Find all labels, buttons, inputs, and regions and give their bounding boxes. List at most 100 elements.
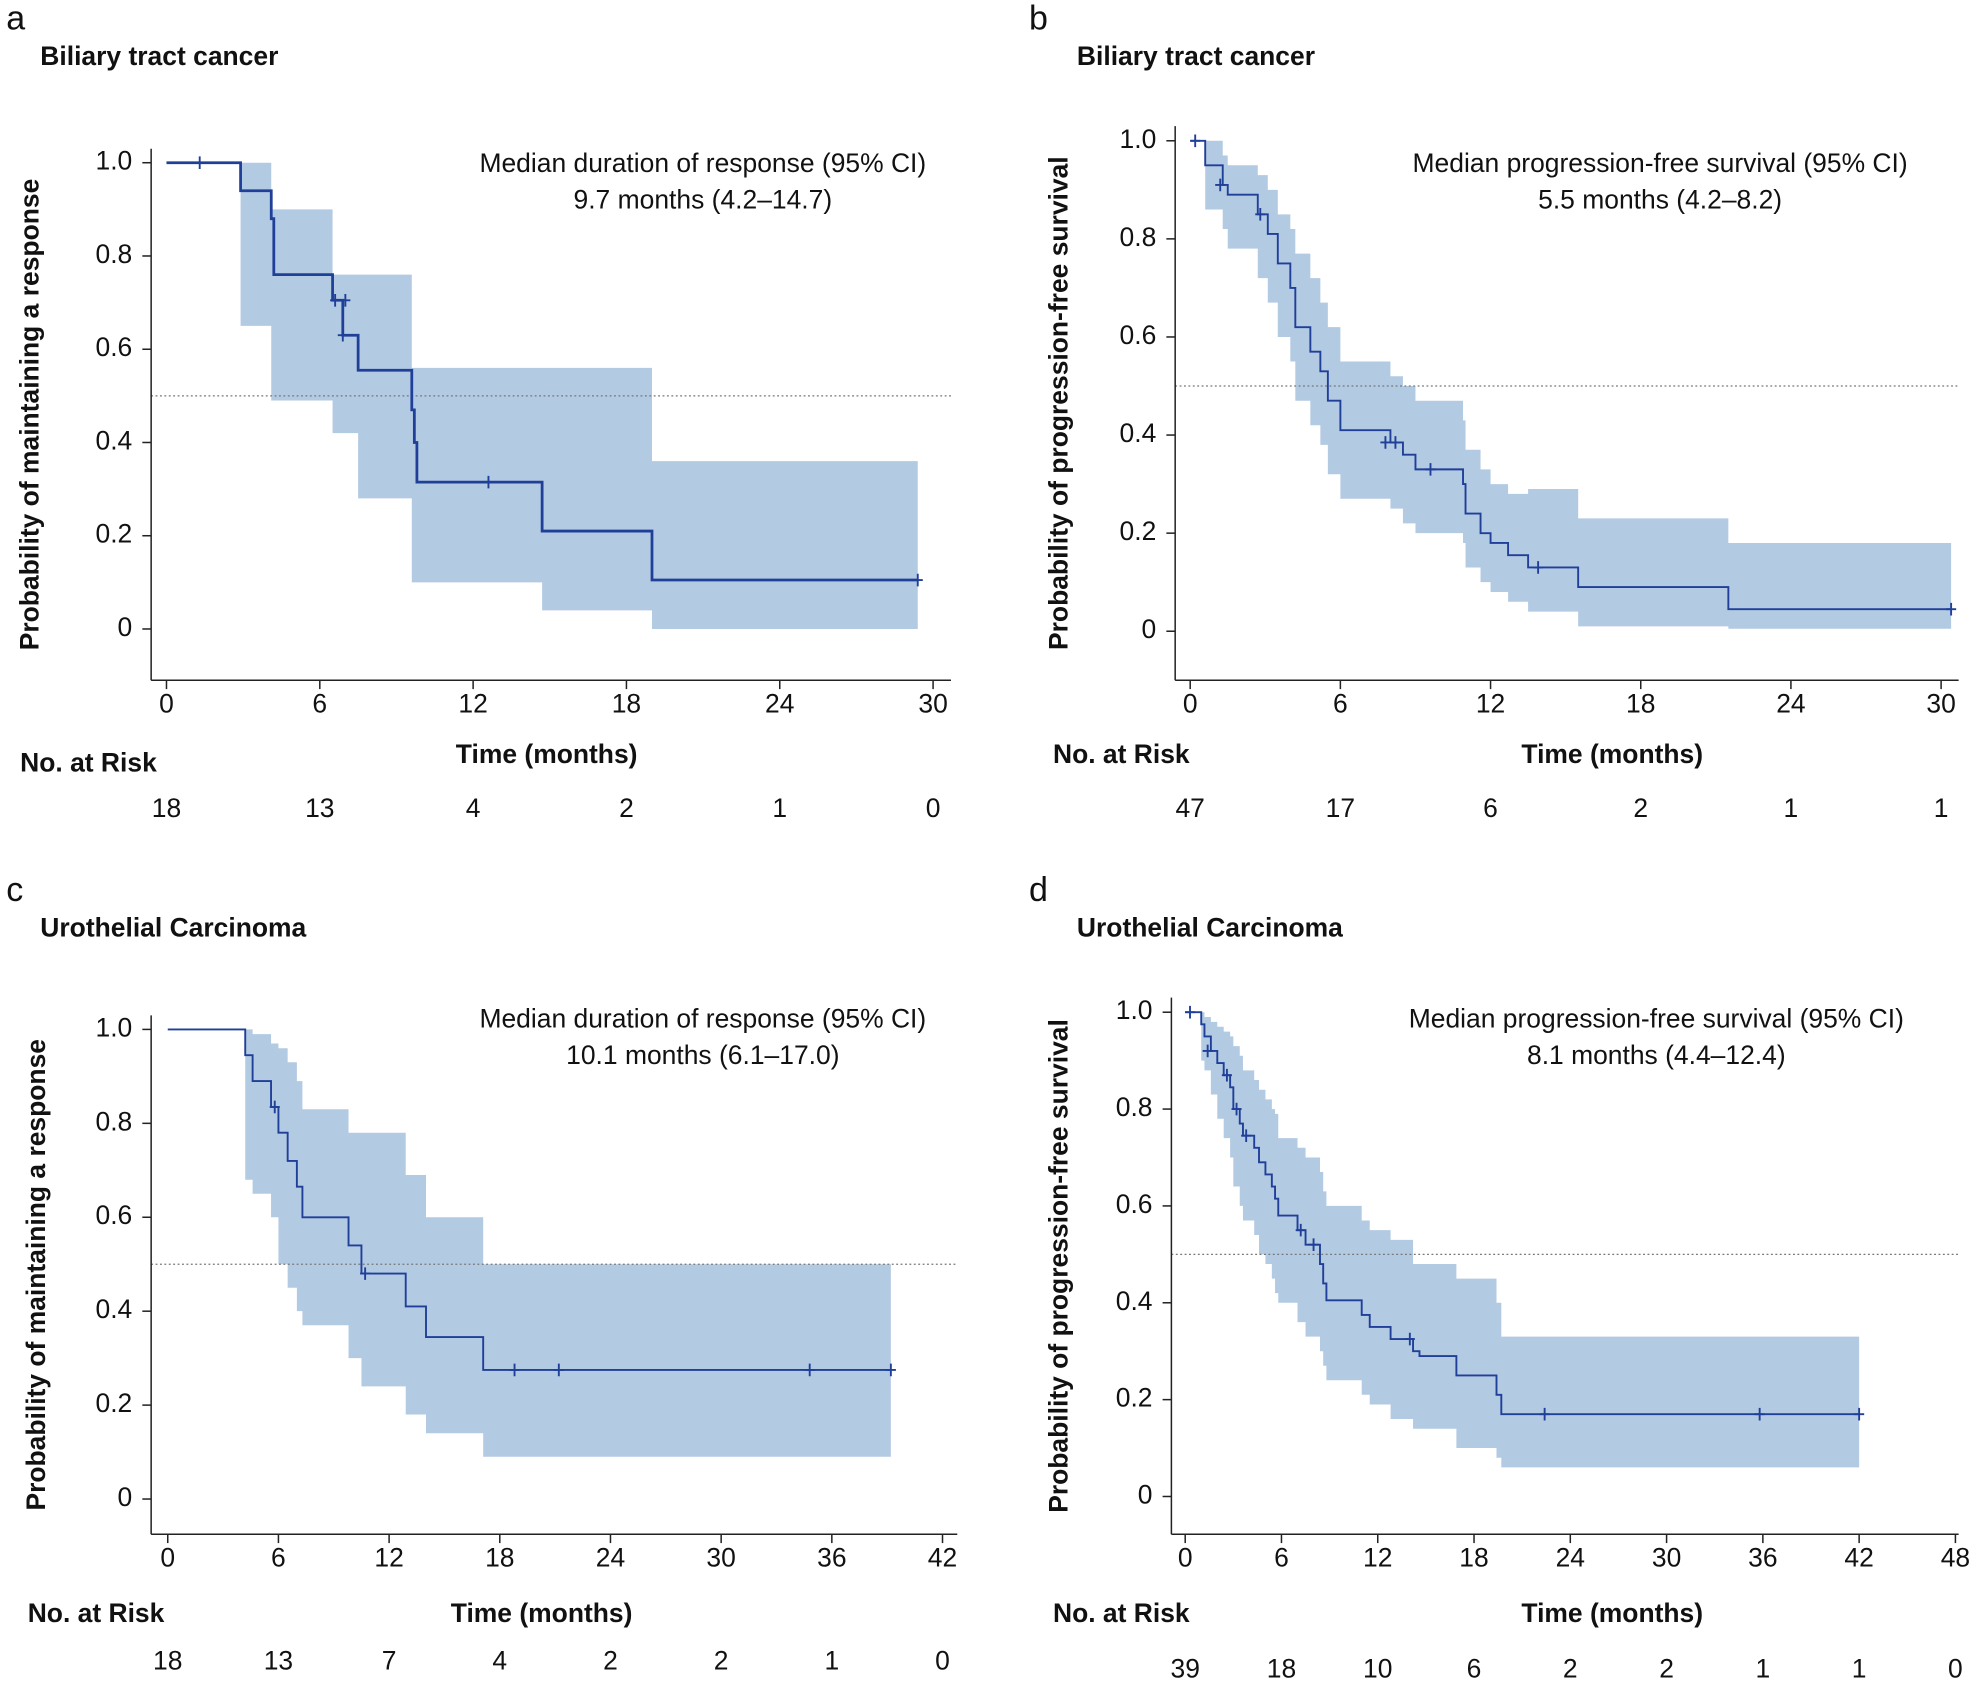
- censor-mark: [1231, 1102, 1242, 1116]
- at-risk-count: 1: [1756, 1653, 1771, 1683]
- y-tick-label: 0.6: [95, 1200, 132, 1230]
- annotation: Median duration of response (95% CI): [479, 1003, 926, 1033]
- panel-label: b: [1029, 0, 1048, 37]
- censor-mark: [194, 156, 205, 170]
- x-tick-label: 30: [1652, 1542, 1681, 1572]
- at-risk-count: 2: [1633, 793, 1648, 823]
- y-axis-label: Probability of progression-free survival: [1044, 1019, 1074, 1513]
- x-tick-label: 30: [1926, 688, 1955, 718]
- x-tick-label: 24: [1556, 1542, 1585, 1572]
- annotation: Median duration of response (95% CI): [479, 148, 926, 178]
- censor-mark: [885, 1363, 896, 1377]
- risk-table-label: No. at Risk: [28, 1598, 165, 1628]
- censor-mark: [360, 1267, 371, 1280]
- y-tick-label: 0: [1138, 1479, 1153, 1509]
- x-tick-label: 12: [1476, 688, 1505, 718]
- x-tick-label: 12: [1363, 1542, 1392, 1572]
- x-axis-label: Time (months): [456, 739, 638, 769]
- x-tick-label: 0: [1178, 1542, 1193, 1572]
- panel-label: a: [6, 0, 25, 37]
- censor-mark: [1184, 1005, 1196, 1019]
- at-risk-count: 0: [926, 793, 941, 823]
- censor-mark: [1754, 1407, 1765, 1421]
- survival-curve: [166, 161, 918, 582]
- y-tick-label: 0: [118, 612, 133, 642]
- x-tick-label: 12: [374, 1542, 403, 1572]
- x-tick-label: 0: [160, 1542, 175, 1572]
- x-tick-label: 6: [271, 1542, 286, 1572]
- censor-mark: [553, 1363, 564, 1377]
- annotation: 9.7 months (4.2–14.7): [574, 185, 833, 215]
- y-tick-label: 0.6: [1120, 320, 1157, 350]
- censor-mark: [1241, 1129, 1252, 1143]
- at-risk-count: 2: [714, 1646, 729, 1676]
- y-tick-label: 1.0: [1120, 124, 1157, 154]
- at-risk-count: 18: [153, 1646, 182, 1676]
- censor-mark: [1255, 208, 1266, 221]
- censor-mark: [1221, 1068, 1232, 1082]
- risk-table-label: No. at Risk: [1053, 1598, 1190, 1628]
- y-tick-label: 1.0: [95, 1012, 132, 1042]
- chart-title: Biliary tract cancer: [1077, 41, 1315, 71]
- x-tick-label: 18: [1626, 688, 1655, 718]
- censor-mark: [1854, 1407, 1865, 1421]
- y-tick-label: 0.8: [95, 239, 132, 269]
- risk-table-label: No. at Risk: [1053, 739, 1190, 769]
- confidence-band: [166, 162, 918, 629]
- censor-mark: [1215, 178, 1226, 192]
- censor-mark: [1404, 1332, 1415, 1346]
- y-tick-label: 0.4: [95, 1294, 132, 1324]
- x-tick-label: 0: [159, 688, 174, 718]
- x-tick-label: 24: [596, 1542, 625, 1572]
- survival-curve: [1190, 139, 1952, 611]
- censor-mark: [340, 293, 351, 307]
- panel-label: c: [6, 871, 23, 909]
- x-tick-label: 0: [1183, 688, 1198, 718]
- censor-mark: [1539, 1407, 1550, 1421]
- censor-mark: [483, 475, 494, 489]
- at-risk-count: 4: [466, 793, 481, 823]
- y-tick-label: 0.8: [1116, 1092, 1153, 1122]
- panel: a Biliary tract cancer Median duration of …: [6, 0, 951, 823]
- censor-mark: [1946, 602, 1957, 616]
- panel-label: d: [1029, 871, 1048, 909]
- panel: b Biliary tract cancer Median progression-…: [1029, 0, 1959, 823]
- at-risk-count: 10: [1363, 1653, 1392, 1683]
- at-risk-count: 18: [1267, 1653, 1296, 1683]
- censor-mark: [509, 1363, 520, 1377]
- panel: d Urothelial Carcinoma Median progression-…: [1029, 871, 1970, 1683]
- annotation: 8.1 months (4.4–12.4): [1527, 1040, 1786, 1070]
- at-risk-count: 1: [1934, 793, 1949, 823]
- x-tick-label: 18: [485, 1542, 514, 1572]
- at-risk-count: 1: [1784, 793, 1799, 823]
- at-risk-count: 2: [1659, 1653, 1674, 1683]
- at-risk-count: 18: [152, 793, 181, 823]
- censor-mark: [337, 328, 348, 342]
- y-tick-label: 0.2: [1120, 516, 1157, 546]
- x-tick-label: 24: [1776, 688, 1805, 718]
- y-tick-label: 0.4: [95, 425, 132, 455]
- y-tick-label: 0.4: [1120, 418, 1157, 448]
- at-risk-count: 17: [1326, 793, 1355, 823]
- y-axis-label: Probability of progression-free survival: [1044, 156, 1074, 650]
- at-risk-count: 39: [1170, 1653, 1199, 1683]
- at-risk-count: 2: [1563, 1653, 1578, 1683]
- at-risk-count: 1: [772, 793, 787, 823]
- annotation: Median progression-free survival (95% CI…: [1409, 1003, 1904, 1033]
- x-tick-label: 36: [1748, 1542, 1777, 1572]
- at-risk-count: 2: [619, 793, 634, 823]
- annotation: 10.1 months (6.1–17.0): [566, 1040, 839, 1070]
- x-tick-label: 42: [1844, 1542, 1873, 1572]
- y-axis-label: Probability of maintaining a response: [14, 179, 44, 651]
- at-risk-count: 47: [1175, 793, 1204, 823]
- chart-title: Biliary tract cancer: [40, 41, 278, 71]
- y-tick-label: 1.0: [95, 146, 132, 176]
- survival-curve: [1185, 1011, 1860, 1416]
- at-risk-count: 6: [1467, 1653, 1482, 1683]
- y-tick-label: 0.4: [1116, 1286, 1153, 1316]
- chart-title: Urothelial Carcinoma: [40, 913, 306, 943]
- y-tick-label: 0: [1142, 614, 1157, 644]
- x-axis-label: Time (months): [1521, 739, 1703, 769]
- y-axis-label: Probability of maintaining a response: [21, 1039, 51, 1511]
- x-tick-label: 24: [765, 688, 794, 718]
